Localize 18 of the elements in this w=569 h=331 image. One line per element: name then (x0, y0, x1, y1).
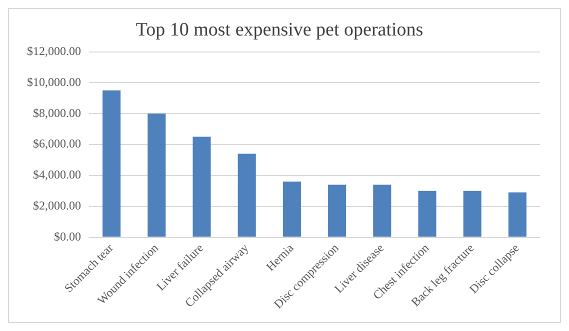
y-tick-label: $4,000.00 (33, 168, 81, 182)
y-tick-label: $8,000.00 (33, 106, 81, 120)
bar (508, 192, 526, 237)
bar (463, 190, 482, 237)
y-tick-label: $6,000.00 (33, 136, 81, 151)
bar (102, 90, 121, 237)
y-tick-label: $2,000.00 (33, 198, 81, 212)
bar (238, 154, 256, 237)
chart-title: Top 10 most expensive pet operations (136, 19, 424, 40)
y-tick-label: $10,000.00 (27, 74, 81, 89)
bar (328, 184, 346, 237)
bar (148, 114, 166, 237)
y-tick-label: $0.00 (54, 229, 81, 244)
bar (373, 184, 392, 237)
bar (192, 136, 211, 237)
bar (282, 182, 301, 237)
bar (418, 190, 436, 237)
y-tick-label: $12,000.00 (27, 44, 81, 58)
